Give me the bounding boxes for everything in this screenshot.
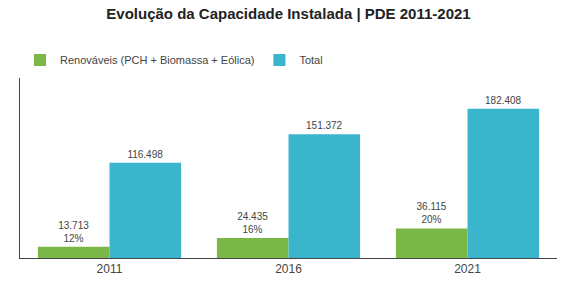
svg-text:2016: 2016 (275, 262, 302, 276)
svg-text:Total: Total (299, 54, 322, 66)
svg-text:116.498: 116.498 (127, 149, 163, 160)
svg-text:13.71312%: 13.71312% (58, 220, 89, 244)
svg-text:24.43516%: 24.43516% (237, 211, 268, 235)
svg-text:Evolução da Capacidade Instala: Evolução da Capacidade Instalada | PDE 2… (106, 5, 470, 22)
svg-text:182.408: 182.408 (485, 95, 522, 106)
svg-text:151.372: 151.372 (306, 120, 343, 131)
svg-text:Renováveis (PCH + Biomassa + E: Renováveis (PCH + Biomassa + Eólica) (60, 54, 254, 66)
svg-text:2021: 2021 (454, 262, 481, 276)
svg-text:36.11520%: 36.11520% (417, 201, 447, 225)
svg-text:2011: 2011 (97, 262, 123, 276)
